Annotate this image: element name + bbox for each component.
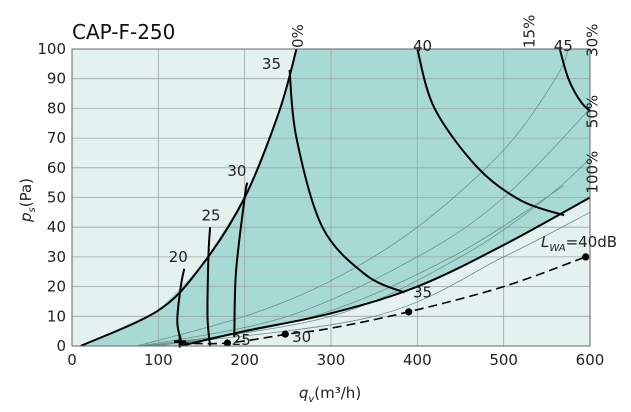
lwa-point xyxy=(582,253,590,261)
y-tick-label: 0 xyxy=(56,337,66,355)
sound-level-label: 20 xyxy=(169,248,188,266)
sound-level-label: 35 xyxy=(262,55,281,73)
sound-curve xyxy=(206,227,212,346)
sound-curve xyxy=(288,69,405,294)
opening-label: 30% xyxy=(584,24,602,57)
x-tick-label: 0 xyxy=(67,351,77,369)
opening-label: 100% xyxy=(584,151,602,194)
sound-level-label: 40 xyxy=(413,37,432,55)
x-tick-label: 400 xyxy=(403,351,432,369)
lwa-point xyxy=(405,308,413,316)
sound-curve xyxy=(416,49,565,217)
y-tick-label: 100 xyxy=(37,40,66,58)
opening-curve xyxy=(136,49,569,346)
plot-frame xyxy=(71,48,591,347)
opening-label: 15% xyxy=(521,15,539,48)
sound-level-label: 30 xyxy=(292,328,311,346)
y-tick-label: 50 xyxy=(47,189,66,207)
x-axis-label: qv(m³/h) xyxy=(299,384,361,405)
sound-level-label: 25 xyxy=(202,206,221,224)
curve-labels: 20 25 30 35 40 45 35 25 30 0% 15% 30% 50% 100% xyxy=(169,15,602,349)
y-tick-label: 70 xyxy=(47,129,66,147)
opening-curve xyxy=(80,49,298,346)
lower-boundary-curve xyxy=(179,196,590,346)
y-tick-labels: 0 10 20 30 40 50 60 70 80 90 100 xyxy=(37,40,66,355)
opening-label: 0% xyxy=(289,24,307,48)
y-tick-label: 60 xyxy=(47,159,66,177)
lwa-label: LWA=40dB xyxy=(541,233,617,254)
x-tick-label: 500 xyxy=(489,351,518,369)
x-tick-label: 100 xyxy=(144,351,173,369)
y-tick-label: 40 xyxy=(47,218,66,236)
sound-curve xyxy=(233,182,249,338)
x-tick-label: 200 xyxy=(230,351,259,369)
chart-title: CAP-F-250 xyxy=(72,20,175,44)
opening-curve xyxy=(145,157,590,346)
opening-curve xyxy=(149,211,590,346)
x-tick-label: 600 xyxy=(576,351,605,369)
opening-label: 50% xyxy=(584,95,602,128)
sound-curves xyxy=(176,49,590,346)
sound-level-label: 35 xyxy=(413,284,432,302)
sound-level-label: 25 xyxy=(232,331,251,349)
y-tick-label: 90 xyxy=(47,70,66,88)
sound-level-label: 45 xyxy=(554,37,573,55)
x-tick-label: 300 xyxy=(317,351,346,369)
y-tick-label: 10 xyxy=(47,307,66,325)
lwa-point xyxy=(281,330,289,338)
x-tick-labels: 0 100 200 300 400 500 600 xyxy=(67,351,604,369)
sound-curve xyxy=(558,49,590,113)
y-axis-label: ps(Pa) xyxy=(17,178,38,223)
lwa-point xyxy=(223,339,231,347)
lwa-curve-group xyxy=(173,253,590,348)
sound-level-label: 30 xyxy=(227,162,246,180)
y-tick-label: 20 xyxy=(47,278,66,296)
y-tick-label: 30 xyxy=(47,248,66,266)
y-tick-label: 80 xyxy=(47,99,66,117)
